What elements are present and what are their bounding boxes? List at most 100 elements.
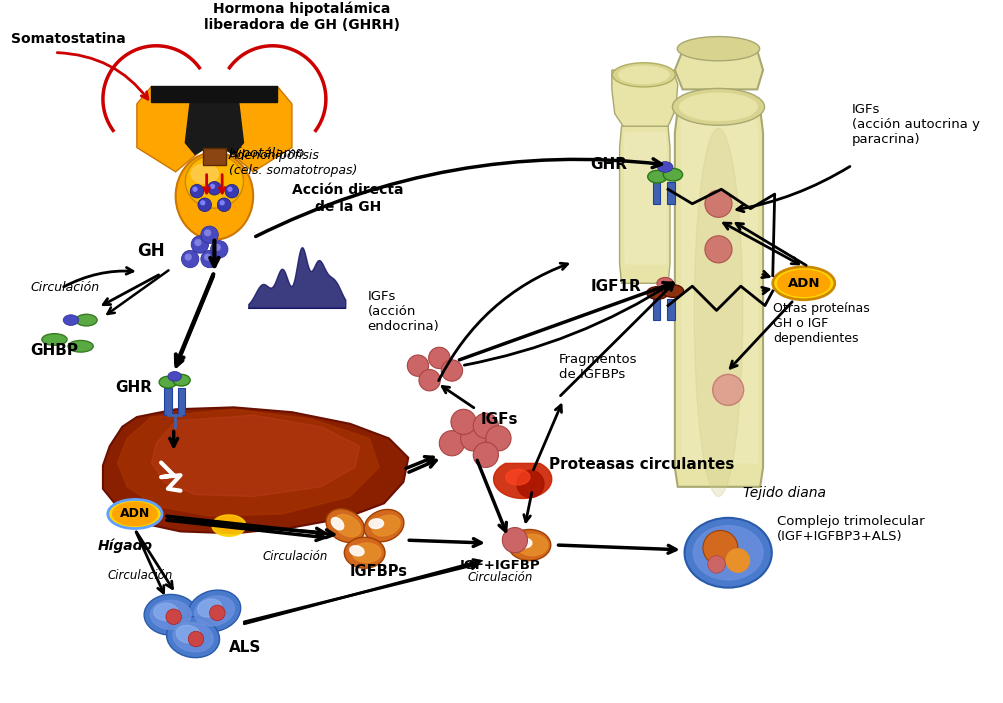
Circle shape [210, 605, 225, 621]
Ellipse shape [195, 596, 234, 626]
Text: Circulación: Circulación [467, 571, 533, 584]
Circle shape [440, 360, 462, 381]
Circle shape [201, 226, 218, 243]
Circle shape [472, 413, 497, 439]
Circle shape [225, 184, 239, 198]
Ellipse shape [177, 626, 200, 643]
Text: Hígado: Hígado [98, 538, 152, 553]
Polygon shape [674, 109, 762, 487]
Ellipse shape [173, 622, 213, 652]
Ellipse shape [150, 600, 191, 629]
Ellipse shape [656, 278, 673, 289]
Text: IGFs: IGFs [480, 412, 518, 427]
Bar [203, 148, 226, 165]
Bar [666, 183, 674, 204]
Ellipse shape [684, 518, 771, 588]
Ellipse shape [176, 153, 253, 240]
Text: Proteasas circulantes: Proteasas circulantes [549, 458, 733, 472]
Ellipse shape [647, 170, 666, 183]
Text: ADN: ADN [786, 277, 819, 290]
Ellipse shape [107, 499, 161, 529]
Polygon shape [205, 102, 224, 148]
Circle shape [201, 201, 205, 205]
Text: Tejido diana: Tejido diana [742, 486, 825, 500]
Circle shape [186, 254, 191, 260]
Polygon shape [222, 102, 244, 155]
Ellipse shape [168, 371, 182, 381]
Ellipse shape [517, 534, 548, 555]
Circle shape [707, 555, 724, 573]
Ellipse shape [144, 595, 198, 635]
Ellipse shape [693, 526, 762, 580]
Bar [163, 388, 172, 415]
Circle shape [228, 187, 232, 191]
Text: Circulación: Circulación [263, 550, 328, 562]
Ellipse shape [186, 155, 244, 208]
Circle shape [215, 245, 220, 250]
Text: Circulación: Circulación [107, 569, 173, 582]
Circle shape [704, 191, 731, 217]
Text: IGF+IGFBP: IGF+IGFBP [459, 559, 541, 572]
Text: Fragmentos
de IGFBPs: Fragmentos de IGFBPs [558, 354, 636, 381]
Text: Hormona hipotalámica
liberadora de GH (GHRH): Hormona hipotalámica liberadora de GH (G… [204, 1, 399, 32]
Ellipse shape [63, 315, 78, 325]
Polygon shape [117, 409, 379, 516]
Circle shape [208, 181, 221, 195]
Ellipse shape [68, 340, 93, 352]
Ellipse shape [42, 334, 67, 345]
Bar [178, 388, 186, 415]
Text: GH: GH [136, 242, 164, 260]
Text: Adenohipófisis
(cels. somatotropas): Adenohipófisis (cels. somatotropas) [229, 149, 357, 176]
Circle shape [165, 609, 182, 624]
Ellipse shape [217, 516, 241, 531]
Ellipse shape [112, 503, 157, 526]
Text: IGFs
(acción autocrina y
paracrina): IGFs (acción autocrina y paracrina) [852, 103, 979, 146]
Ellipse shape [198, 599, 222, 617]
Text: IGF1R: IGF1R [590, 279, 641, 294]
Ellipse shape [506, 470, 530, 485]
Ellipse shape [777, 270, 829, 297]
Ellipse shape [646, 287, 667, 299]
Circle shape [191, 236, 209, 253]
Polygon shape [674, 51, 762, 89]
Circle shape [188, 631, 204, 647]
Ellipse shape [153, 603, 178, 621]
Polygon shape [493, 463, 552, 498]
Circle shape [198, 198, 212, 212]
Polygon shape [224, 86, 292, 172]
Circle shape [450, 409, 475, 434]
Text: Otras proteínas
GH o IGF
dependientes: Otras proteínas GH o IGF dependientes [772, 302, 869, 345]
Polygon shape [624, 133, 665, 264]
Circle shape [702, 531, 737, 565]
Circle shape [220, 201, 224, 205]
Circle shape [407, 355, 428, 376]
Text: Hipotálamo: Hipotálamo [229, 147, 305, 160]
Text: Somatostatina: Somatostatina [11, 32, 125, 46]
Circle shape [517, 470, 544, 498]
Circle shape [485, 426, 511, 451]
Polygon shape [136, 86, 205, 172]
Circle shape [725, 549, 749, 572]
Circle shape [460, 426, 485, 451]
Circle shape [190, 184, 204, 198]
Ellipse shape [344, 537, 384, 568]
Circle shape [193, 187, 197, 191]
Ellipse shape [352, 543, 381, 562]
Ellipse shape [75, 314, 97, 326]
Ellipse shape [657, 162, 672, 172]
Circle shape [182, 250, 199, 268]
Polygon shape [619, 127, 669, 283]
Ellipse shape [612, 63, 675, 87]
Circle shape [428, 347, 449, 368]
Ellipse shape [191, 164, 218, 183]
Circle shape [205, 254, 211, 260]
Ellipse shape [663, 169, 682, 181]
Ellipse shape [517, 538, 532, 548]
Ellipse shape [364, 510, 403, 542]
Circle shape [217, 198, 231, 212]
Ellipse shape [672, 89, 763, 125]
Text: Acción directa
de la GH: Acción directa de la GH [292, 183, 403, 214]
Ellipse shape [679, 93, 756, 120]
Ellipse shape [159, 376, 177, 388]
Circle shape [195, 240, 201, 245]
